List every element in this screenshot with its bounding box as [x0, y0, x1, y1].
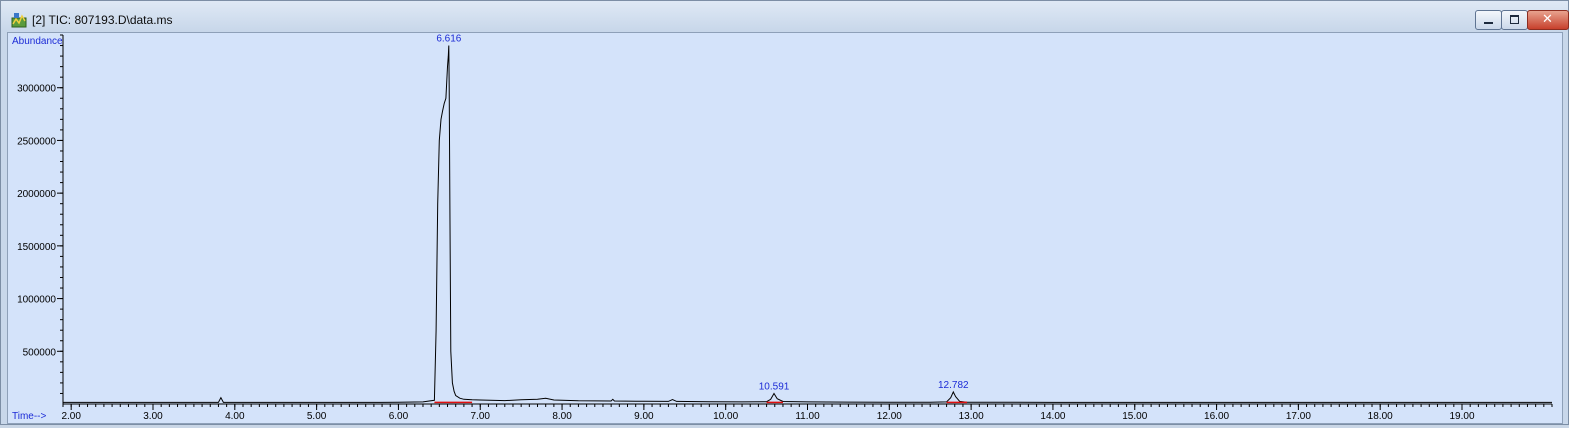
peak-label: 10.591 [759, 381, 790, 392]
x-tick-label: 14.00 [1040, 411, 1065, 422]
close-icon: ✕ [1542, 12, 1553, 27]
y-tick-label: 1000000 [17, 295, 56, 306]
x-tick-label: 9.00 [634, 411, 654, 422]
x-tick-label: 11.00 [795, 411, 820, 422]
maximize-icon [1510, 15, 1519, 24]
x-tick-label: 8.00 [552, 411, 572, 422]
peak-label: 6.616 [436, 34, 461, 45]
close-button[interactable]: ✕ [1527, 10, 1569, 30]
tic-chart: 2.00 3.00 4.00 5.00 6.00 7.00 8.00 9.00 10.00 11.… [12, 34, 1553, 422]
y-tick-label: 1500000 [17, 242, 56, 253]
maximize-button[interactable] [1501, 10, 1528, 30]
x-tick-label: 4.00 [225, 411, 245, 422]
x-tick-label: 3.00 [143, 411, 163, 422]
x-tick-label: 2.00 [61, 411, 81, 422]
y-tick-label: 2000000 [17, 189, 56, 200]
y-tick-label: 3000000 [17, 84, 56, 95]
x-tick-label: 6.00 [389, 411, 409, 422]
x-tick-label: 18.00 [1368, 411, 1393, 422]
chemstation-icon [11, 12, 27, 28]
x-axis-label: Time--> [12, 411, 47, 422]
x-tick-label: 15.00 [1122, 411, 1147, 422]
x-tick-label: 17.00 [1286, 411, 1311, 422]
peak-label: 12.782 [938, 380, 969, 391]
x-tick-label: 12.00 [877, 411, 902, 422]
x-tick-label: 10.00 [713, 411, 738, 422]
minimize-icon [1484, 22, 1493, 24]
tic-trace [63, 45, 1552, 403]
y-axis-label: Abundance [12, 36, 63, 47]
x-tick-label: 16.00 [1204, 411, 1229, 422]
x-tick-label: 19.00 [1449, 411, 1474, 422]
window-title: [2] TIC: 807193.D\data.ms [32, 13, 173, 27]
y-tick-label: 2500000 [17, 136, 56, 147]
minimize-button[interactable] [1475, 10, 1502, 30]
chromatogram-plot-area[interactable]: 2.00 3.00 4.00 5.00 6.00 7.00 8.00 9.00 10.00 11.… [7, 32, 1563, 424]
x-tick-label: 7.00 [471, 411, 491, 422]
x-tick-label: 13.00 [959, 411, 984, 422]
y-tick-label: 500000 [23, 347, 57, 358]
title-bar[interactable]: [2] TIC: 807193.D\data.ms ✕ [1, 1, 1569, 32]
x-tick-label: 5.00 [307, 411, 327, 422]
